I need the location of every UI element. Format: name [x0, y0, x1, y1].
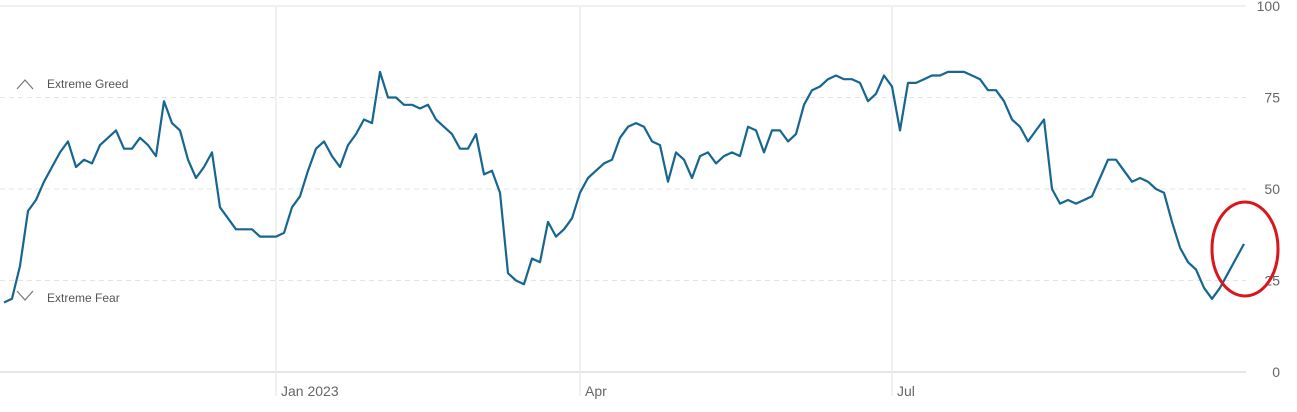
x-tick-label: Apr: [585, 383, 607, 399]
y-tick-label: 75: [1264, 90, 1280, 106]
annotation: Extreme Fear: [47, 291, 120, 305]
y-tick-label: 0: [1272, 364, 1280, 380]
plot: [3, 70, 1245, 304]
y-tick-label: 100: [1257, 0, 1281, 14]
y-tick-label: 50: [1264, 181, 1280, 197]
x-tick-label: Jul: [897, 383, 915, 399]
greed-icon: [16, 79, 34, 90]
series-line: [3, 70, 1245, 304]
x-tick-label: Jan 2023: [281, 383, 339, 399]
annotation: Extreme Greed: [47, 77, 128, 91]
highlight-circle: [1210, 200, 1280, 298]
fear-icon: [16, 290, 34, 301]
